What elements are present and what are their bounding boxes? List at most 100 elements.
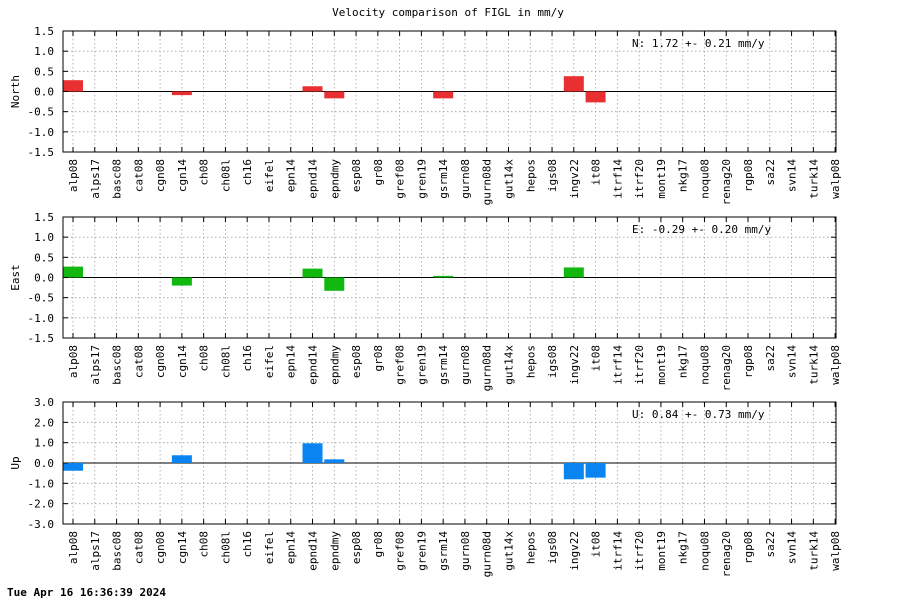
- x-tick-label: ch08: [198, 531, 211, 558]
- panel-east: -1.5 -1.0 -0.5 0.0 0.5 1.0 1.5 alp08 alps17 basc0…: [9, 211, 842, 391]
- velocity-annotation: E: -0.29 +- 0.20 mm/y: [632, 223, 771, 236]
- x-tick-label: gurn08: [459, 531, 472, 571]
- bar-cgn14: [171, 91, 192, 96]
- bar-cgn14: [171, 455, 192, 463]
- y-tick-label: -0.5: [28, 292, 55, 305]
- y-axis-label: East: [9, 264, 22, 291]
- bar-ingv22: [563, 267, 584, 278]
- y-tick-label: -3.0: [28, 518, 55, 531]
- x-tick-label: hepos: [524, 159, 537, 192]
- x-tick-label: itrf14: [611, 531, 624, 571]
- timestamp: Tue Apr 16 16:36:39 2024: [7, 586, 166, 599]
- x-tick-label: ingv22: [568, 531, 581, 571]
- x-tick-label: it08: [590, 531, 603, 558]
- bar-cgn14: [171, 277, 192, 286]
- x-tick-label: gsrm14: [437, 531, 450, 571]
- x-tick-label: gren19: [415, 531, 428, 571]
- x-tick-label: cgn14: [176, 531, 189, 564]
- x-tick-label: gsrm14: [437, 345, 450, 385]
- x-tick-label: svn14: [786, 531, 799, 564]
- x-tick-label: igs08: [546, 531, 559, 564]
- y-axis-label: North: [9, 75, 22, 108]
- chart-title: Velocity comparison of FIGL in mm/y: [332, 6, 564, 19]
- x-tick-label: ch16: [241, 345, 254, 372]
- y-tick-label: 2.0: [34, 416, 54, 429]
- x-tick-label: it08: [590, 159, 603, 186]
- bar-ingv22: [563, 76, 584, 92]
- x-tick-label: gr08: [372, 159, 385, 186]
- bar-alp08: [63, 463, 83, 471]
- panel-north: -1.5 -1.0 -0.5 0.0 0.5 1.0 1.5 alp08 alps17 basc0…: [9, 25, 842, 205]
- x-tick-label: noqu08: [698, 345, 711, 385]
- y-tick-label: -1.0: [28, 312, 55, 325]
- y-axis-label: Up: [9, 456, 22, 469]
- x-tick-label: gren19: [415, 159, 428, 199]
- x-tick-label: eifel: [263, 159, 276, 192]
- x-tick-label: basc08: [111, 345, 124, 385]
- x-tick-label: itrf14: [611, 345, 624, 385]
- x-tick-label: turk14: [807, 531, 820, 571]
- x-tick-label: itrf14: [611, 159, 624, 199]
- x-tick-label: walp08: [829, 345, 842, 385]
- x-tick-label: basc08: [111, 159, 124, 199]
- x-tick-label: eifel: [263, 531, 276, 564]
- x-tick-label: alps17: [89, 159, 102, 199]
- x-tick-label: esp08: [350, 531, 363, 564]
- bar-gsrm14: [433, 275, 454, 278]
- x-tick-label: noqu08: [698, 531, 711, 571]
- x-tick-label: gsrm14: [437, 159, 450, 199]
- x-tick-label: gut14x: [502, 345, 515, 385]
- y-tick-label: -1.5: [28, 146, 55, 159]
- bar-ingv22: [563, 463, 584, 480]
- y-tick-label: 1.0: [34, 45, 54, 58]
- x-tick-label: gurn08d: [481, 159, 494, 205]
- x-tick-label: gurn08: [459, 345, 472, 385]
- x-tick-label: epn14: [285, 531, 298, 564]
- bar-alp08: [63, 80, 83, 92]
- y-tick-label: -2.0: [28, 498, 55, 511]
- x-tick-label: cat08: [132, 345, 145, 378]
- x-tick-label: walp08: [829, 159, 842, 199]
- y-tick-label: -1.0: [28, 126, 55, 139]
- x-tick-label: nkg17: [677, 159, 690, 192]
- x-tick-label: gren19: [415, 345, 428, 385]
- panel-up: -3.0 -2.0 -1.0 0.0 1.0 2.0 3.0 alp08 alps17 basc0…: [9, 396, 842, 577]
- velocity-annotation: U: 0.84 +- 0.73 mm/y: [632, 408, 765, 421]
- x-tick-label: itrf20: [633, 531, 646, 571]
- x-tick-label: ingv22: [568, 345, 581, 385]
- x-tick-label: renag20: [720, 531, 733, 577]
- y-tick-label: 0.5: [34, 251, 54, 264]
- x-tick-label: basc08: [111, 531, 124, 571]
- x-tick-label: rgp08: [742, 345, 755, 378]
- x-tick-label: renag20: [720, 345, 733, 391]
- y-tick-label: 1.5: [34, 211, 54, 224]
- y-tick-label: -1.5: [28, 332, 55, 345]
- x-tick-label: mont19: [655, 345, 668, 385]
- x-tick-label: gurn08d: [481, 345, 494, 391]
- x-tick-label: ingv22: [568, 159, 581, 199]
- y-tick-label: 0.0: [34, 457, 54, 470]
- x-tick-label: renag20: [720, 159, 733, 205]
- x-tick-label: mont19: [655, 159, 668, 199]
- x-tick-label: ch08: [198, 345, 211, 372]
- x-tick-label: cgn08: [154, 345, 167, 378]
- x-tick-label: gref08: [394, 159, 407, 199]
- x-tick-label: epndmy: [328, 345, 341, 385]
- panels: -1.5 -1.0 -0.5 0.0 0.5 1.0 1.5 alp08 alps17 basc0…: [9, 25, 842, 577]
- x-tick-label: svn14: [786, 345, 799, 378]
- x-tick-label: epndmy: [328, 531, 341, 571]
- x-tick-label: it08: [590, 345, 603, 372]
- x-tick-label: epnd14: [307, 159, 320, 199]
- x-tick-label: nkg17: [677, 345, 690, 378]
- x-tick-label: noqu08: [698, 159, 711, 199]
- x-tick-label: alp08: [67, 159, 80, 192]
- x-tick-label: gref08: [394, 345, 407, 385]
- x-tick-label: ch08l: [219, 345, 232, 378]
- x-tick-label: ch08l: [219, 531, 232, 564]
- x-tick-label: alp08: [67, 345, 80, 378]
- x-tick-label: sa22: [764, 345, 777, 372]
- x-tick-label: esp08: [350, 159, 363, 192]
- y-tick-label: 0.0: [34, 272, 54, 285]
- y-tick-label: 1.5: [34, 25, 54, 38]
